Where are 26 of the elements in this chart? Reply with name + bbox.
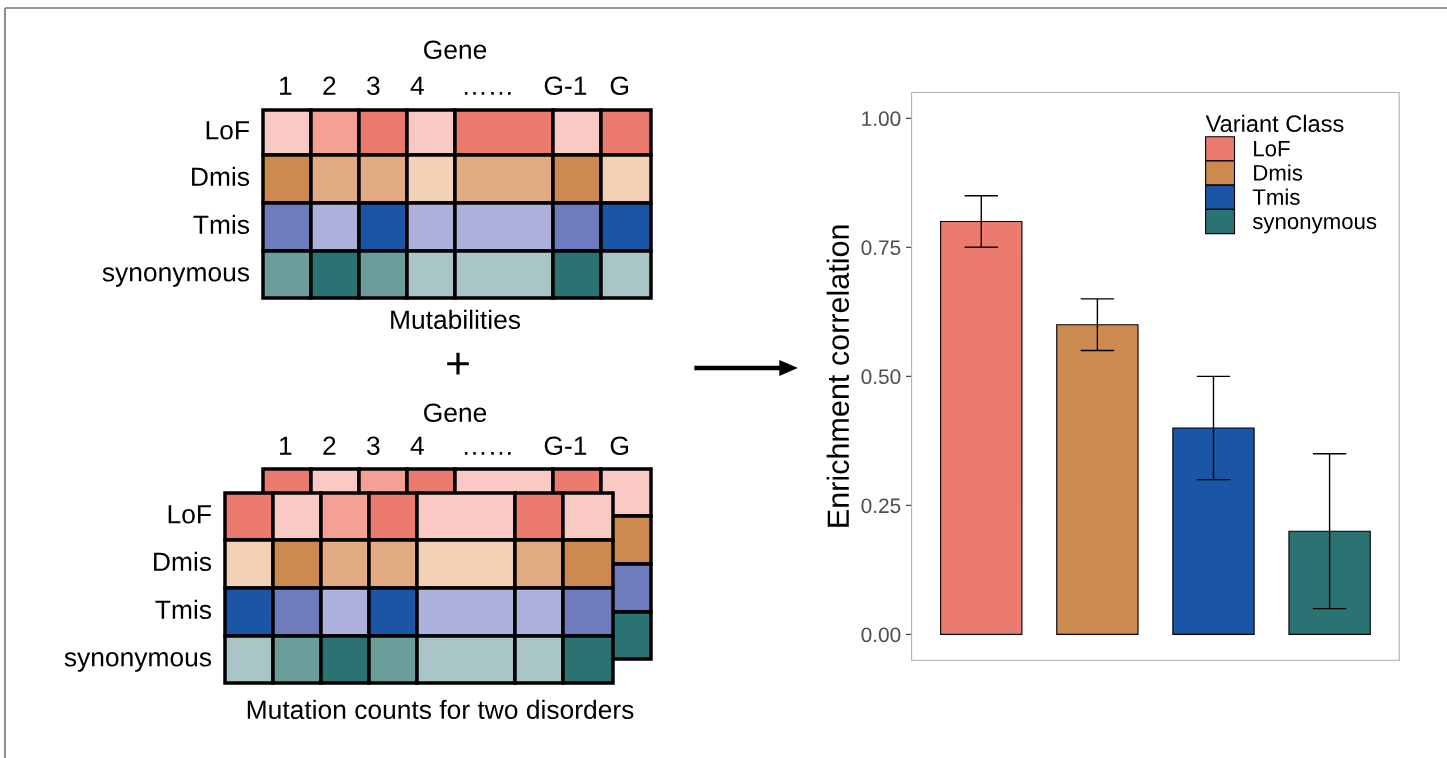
legend-label: Tmis xyxy=(1252,188,1300,205)
legend-label: LoF xyxy=(1254,140,1290,157)
text: Gene xyxy=(424,40,487,60)
text: Dmis xyxy=(154,551,212,572)
y-tick-label: 1.00 xyxy=(862,111,901,127)
y-tick-label: 0.00 xyxy=(861,627,901,643)
legend-label: Dmis xyxy=(1254,164,1303,181)
text: Mutation counts for two disorders xyxy=(247,699,634,720)
y-axis-title: Enrichment correlation xyxy=(826,225,850,527)
text: LoF xyxy=(206,121,249,140)
legend-label: synonymous xyxy=(1252,216,1377,234)
text: Tmis xyxy=(193,214,250,235)
text: Tmis xyxy=(155,599,212,620)
text: Gene xyxy=(424,403,487,423)
text: 1 2 3 4 …… G-1 G xyxy=(280,436,628,456)
text: synonymous xyxy=(102,267,250,287)
text: Dmis xyxy=(192,166,250,187)
text: + xyxy=(447,352,469,375)
y-tick-label: 0.25 xyxy=(861,498,901,514)
y-tick-label: 0.75 xyxy=(861,240,901,256)
text: 1 2 3 4 …… G-1 G xyxy=(280,76,628,96)
text: LoF xyxy=(168,505,211,524)
text: synonymous xyxy=(64,652,212,672)
y-tick-label: 0.50 xyxy=(861,369,901,385)
legend-title: Variant Class xyxy=(1205,114,1344,133)
text: Mutabilities xyxy=(391,309,521,330)
